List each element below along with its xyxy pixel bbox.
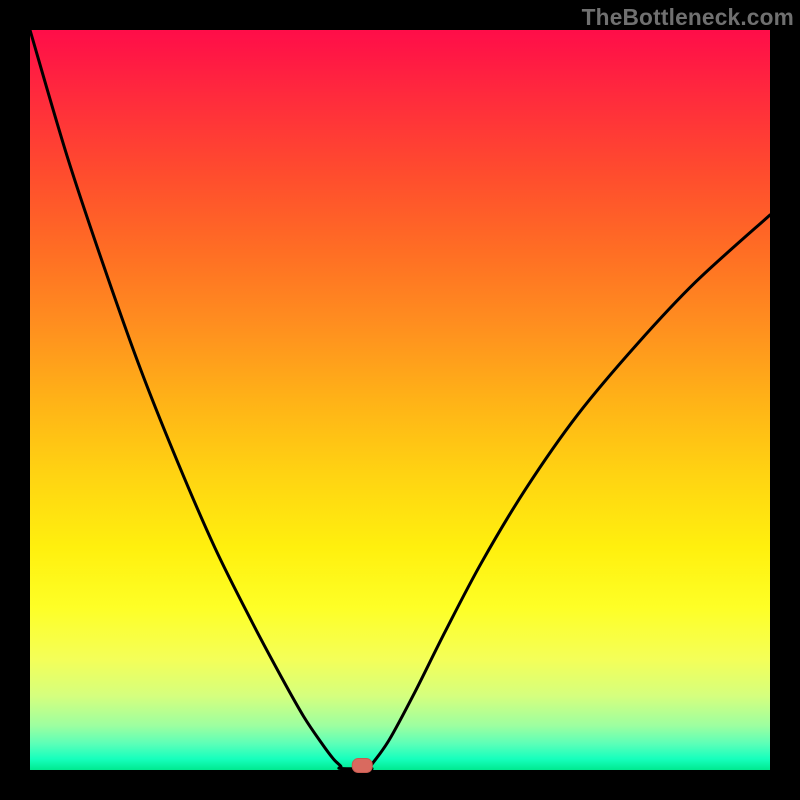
plot-background — [30, 30, 770, 770]
chart-svg — [0, 0, 800, 800]
notch-marker — [352, 759, 372, 773]
chart-stage: TheBottleneck.com — [0, 0, 800, 800]
watermark-text: TheBottleneck.com — [582, 4, 794, 31]
